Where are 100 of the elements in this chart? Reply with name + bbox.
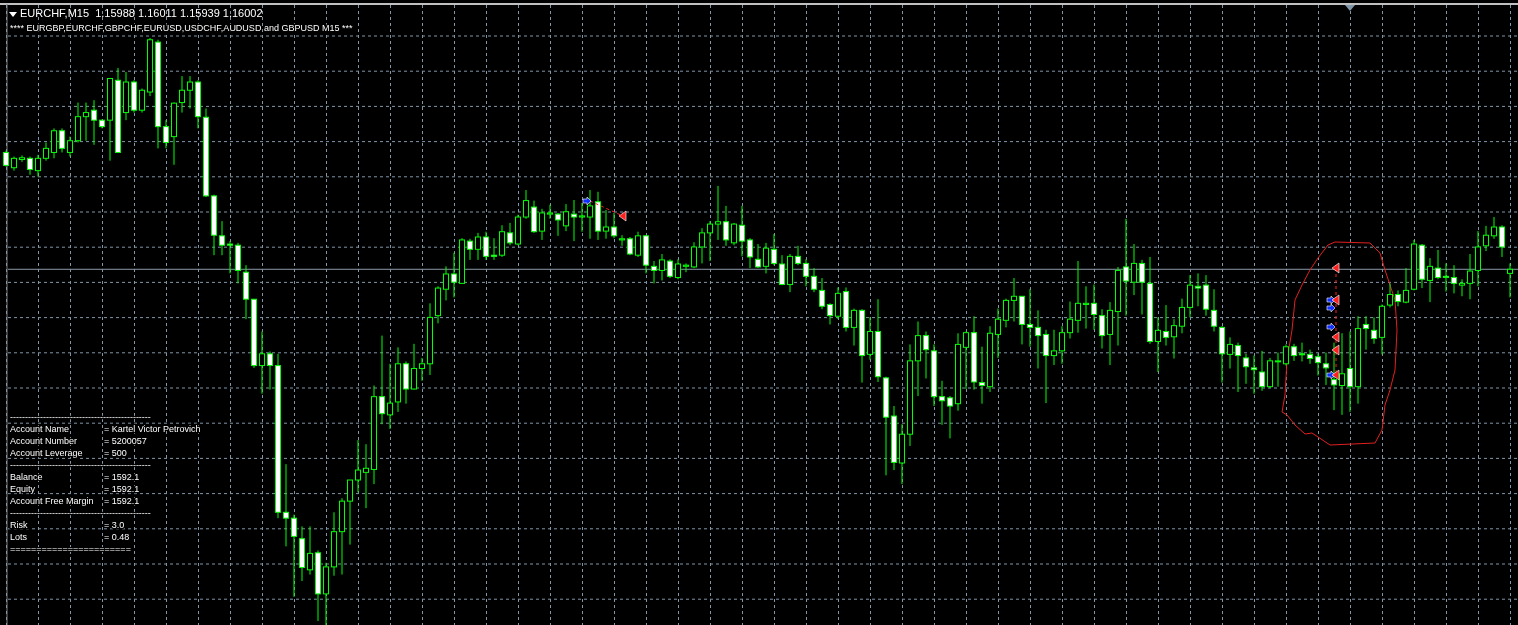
candlestick	[1467, 253, 1473, 300]
candlestick	[571, 199, 577, 242]
candlestick	[139, 87, 145, 114]
candlestick	[675, 258, 681, 280]
candlestick	[827, 302, 833, 325]
text: **** EURGBP,EURCHF,GBPCHF,EURUSD,USDCHF,AUDUSD and GBPUSD M15 ***	[10, 23, 353, 33]
candlestick	[467, 238, 473, 261]
candlestick	[475, 232, 481, 261]
candlestick	[715, 185, 721, 241]
candlestick	[699, 227, 705, 264]
candlestick	[507, 222, 513, 246]
candlestick	[27, 156, 33, 176]
candlestick	[1035, 309, 1041, 369]
candlestick	[1163, 304, 1169, 347]
candlestick	[523, 189, 529, 220]
candlestick	[867, 316, 873, 361]
candlestick	[771, 233, 777, 266]
candlestick	[483, 231, 489, 261]
candlestick	[723, 205, 729, 247]
text: Account Name = Kartel Victor Petrovich	[10, 424, 201, 434]
candlestick	[59, 127, 65, 153]
candlestick	[1363, 315, 1369, 351]
candlestick	[947, 395, 953, 439]
candlestick	[851, 308, 857, 347]
candlestick	[419, 357, 425, 382]
annotation: -----------------------------------------------	[10, 460, 151, 470]
candlestick	[1027, 288, 1033, 348]
candlestick	[1371, 316, 1377, 345]
candlestick	[819, 277, 825, 310]
candlestick	[1427, 257, 1433, 303]
candlestick	[1043, 329, 1049, 404]
candlestick	[1155, 316, 1161, 373]
candlestick	[1435, 249, 1441, 280]
text: Lots = 0.48	[10, 532, 130, 542]
text: Account Leverage = 500	[10, 448, 127, 458]
candlestick	[443, 265, 449, 301]
candlestick	[659, 253, 665, 281]
candlestick	[411, 343, 417, 391]
candlestick	[1403, 267, 1409, 304]
candlestick	[763, 242, 769, 274]
candlestick	[451, 252, 457, 298]
candlestick	[1283, 343, 1289, 367]
candlestick	[227, 240, 233, 274]
candlestick	[1139, 259, 1145, 315]
candlestick	[1011, 277, 1017, 323]
candlestick	[667, 258, 673, 279]
candlestick	[1179, 298, 1185, 334]
candlestick	[35, 154, 41, 178]
candlestick	[1459, 278, 1465, 297]
candlestick	[755, 243, 761, 269]
candlestick	[979, 346, 985, 405]
candlestick	[1235, 342, 1241, 393]
candlestick	[347, 479, 353, 546]
candlestick	[603, 209, 609, 240]
candlestick	[587, 189, 593, 240]
candlestick	[1211, 288, 1217, 332]
chart-title: EURCHF,M15 1.15988 1.16011 1.15939 1.16002	[20, 7, 263, 19]
candlestick	[1507, 262, 1513, 298]
text: Account Number = 5200057	[10, 436, 147, 446]
candlestick	[283, 463, 289, 547]
candlestick	[1483, 225, 1489, 252]
candlestick	[795, 245, 801, 266]
candlestick	[803, 258, 809, 287]
candlestick	[651, 260, 657, 284]
candlestick	[547, 204, 553, 220]
candlestick	[91, 99, 97, 146]
text: Balance = 1592.1	[10, 472, 140, 482]
candlestick	[691, 241, 697, 269]
candlestick	[1443, 262, 1449, 293]
candlestick	[1259, 350, 1265, 392]
candlestick	[379, 335, 385, 425]
candlestick	[1499, 224, 1505, 258]
candlestick	[707, 220, 713, 262]
candlestick	[1323, 352, 1329, 386]
candlestick	[267, 350, 273, 391]
candlestick	[1347, 331, 1353, 413]
candlestick	[539, 208, 545, 241]
annotation: -----------------------------------------------	[10, 412, 151, 422]
candlestick	[1475, 230, 1481, 287]
candlestick	[811, 267, 817, 293]
annotation: Account Free Margin = 1592.1	[10, 496, 140, 506]
candlestick	[1491, 216, 1497, 240]
candlestick	[835, 286, 841, 320]
candlestick	[1051, 329, 1057, 366]
candlestick	[1171, 318, 1177, 359]
candlestick	[1395, 289, 1401, 307]
candlestick	[923, 331, 929, 379]
candlestick	[179, 75, 185, 114]
candlestick	[83, 102, 89, 142]
candlestick	[1243, 353, 1249, 385]
candlestick	[1275, 352, 1281, 388]
candlestick	[1251, 355, 1257, 395]
candlestick	[611, 212, 617, 239]
candlestick	[1091, 284, 1097, 331]
candlestick	[19, 154, 25, 163]
candlestick	[67, 136, 73, 158]
annotation: -----------------------------------------------	[10, 508, 151, 518]
candlestick	[619, 234, 625, 247]
candlestick	[1227, 336, 1233, 369]
candlestick	[355, 439, 361, 493]
